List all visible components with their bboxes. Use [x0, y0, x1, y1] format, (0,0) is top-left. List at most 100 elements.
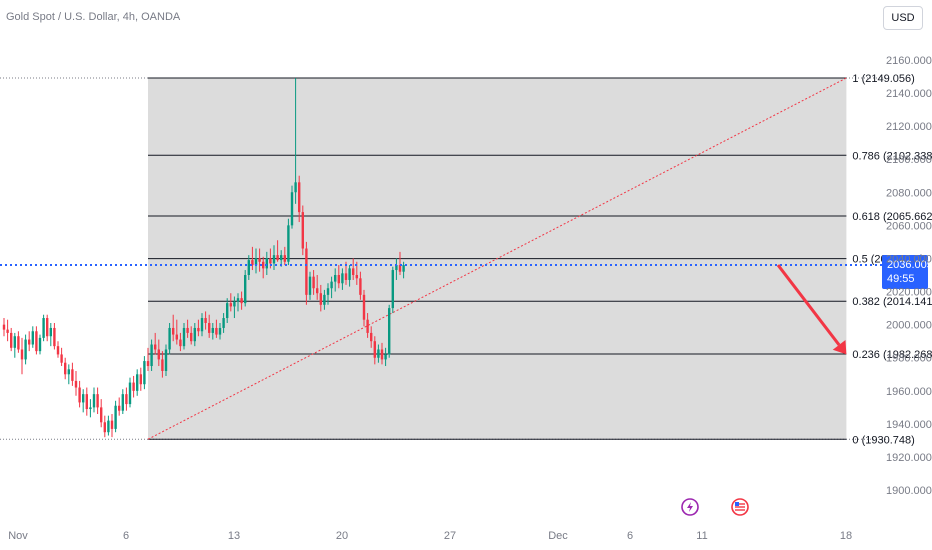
candle-body [24, 339, 27, 360]
candle [316, 275, 319, 300]
candle-body [366, 319, 369, 333]
candle [251, 246, 254, 271]
y-tick-label: 1960.000 [886, 386, 932, 398]
us-flag-icon[interactable] [731, 498, 749, 516]
candle-body [301, 212, 304, 249]
candle-body [118, 405, 121, 411]
candle-body [92, 394, 96, 408]
candle [240, 291, 243, 310]
candle-body [402, 265, 405, 272]
candle [348, 265, 351, 287]
fib-level-label: 0.236 (1982.268) [852, 349, 932, 361]
candle-body [110, 420, 114, 429]
y-tick-label: 2120.000 [886, 121, 932, 133]
candle [136, 369, 139, 396]
candle [56, 341, 60, 358]
candle [74, 370, 78, 396]
current-price-value: 2036.005 [887, 259, 932, 271]
candle-body [56, 346, 60, 355]
y-tick-label: 2060.000 [886, 220, 932, 232]
down-arrow-annotation[interactable] [776, 264, 841, 346]
candle-body [377, 349, 380, 358]
candle-body [334, 275, 337, 282]
candle [42, 314, 45, 342]
candle-body [269, 258, 272, 264]
candle-body [218, 327, 222, 335]
candle [103, 415, 106, 438]
trend-line[interactable] [147, 77, 847, 440]
candle [352, 258, 355, 280]
y-tick-label: 2100.000 [886, 154, 932, 166]
candle-body [348, 268, 351, 280]
candle-body [298, 182, 301, 213]
candle-body [276, 255, 279, 261]
bar-countdown: 49:55 [887, 273, 915, 285]
fib-level-label: 0 (1930.748) [852, 434, 914, 446]
candle [204, 311, 207, 330]
candle-body [38, 337, 42, 352]
candle-body [121, 394, 124, 411]
candle [215, 319, 218, 338]
candle-body [236, 298, 240, 302]
candle [179, 332, 182, 352]
candle [107, 415, 110, 436]
candle-body [64, 362, 67, 375]
candle-body [136, 374, 139, 391]
candle-body [283, 255, 286, 262]
x-tick-label: 6 [123, 530, 129, 542]
currency-button[interactable]: USD [883, 6, 923, 30]
candle [67, 364, 70, 385]
candle [121, 389, 124, 415]
candle-body [28, 339, 31, 345]
x-tick-label: 18 [840, 530, 852, 542]
candle [258, 248, 261, 272]
candle [380, 342, 384, 365]
candle [305, 241, 308, 305]
candle-body [49, 327, 52, 337]
candle [10, 327, 13, 352]
y-tick-label: 2080.000 [886, 187, 932, 199]
candle [384, 347, 387, 367]
candle-body [247, 260, 250, 275]
candle-body [319, 293, 322, 305]
y-tick-label: 2160.000 [886, 55, 932, 67]
candle [100, 399, 103, 428]
candle [143, 356, 146, 390]
candle-body [388, 308, 391, 355]
candle [13, 332, 16, 358]
candle [377, 344, 380, 363]
candle [150, 339, 153, 371]
candle-body [85, 394, 88, 410]
candle-body [157, 349, 160, 360]
y-tick-label: 1900.000 [886, 485, 932, 497]
x-tick-label: 27 [444, 530, 456, 542]
candle [326, 283, 330, 305]
candle-body [398, 265, 402, 272]
candle [20, 337, 24, 375]
candle-body [42, 318, 45, 338]
candle [334, 268, 337, 292]
candle-body [244, 275, 247, 304]
candle [168, 322, 171, 355]
lightning-icon[interactable] [681, 498, 699, 516]
y-tick-label: 2020.000 [886, 287, 932, 299]
candle-body [143, 361, 146, 385]
candle-body [384, 354, 387, 360]
candle-body [355, 275, 358, 279]
y-tick-label: 2040.000 [886, 253, 932, 265]
candle [132, 375, 135, 398]
candle-body [323, 294, 326, 305]
candle [330, 276, 333, 299]
candle-body [103, 422, 106, 433]
candle [154, 332, 157, 355]
fib-level-label: 0.786 (2102.338) [852, 150, 932, 162]
candle [402, 261, 405, 279]
candle [85, 387, 88, 416]
candle-body [132, 382, 135, 391]
candle [110, 414, 114, 438]
candle-body [35, 331, 38, 352]
candle [60, 347, 63, 367]
candle-body [20, 349, 24, 360]
candle [208, 314, 211, 338]
